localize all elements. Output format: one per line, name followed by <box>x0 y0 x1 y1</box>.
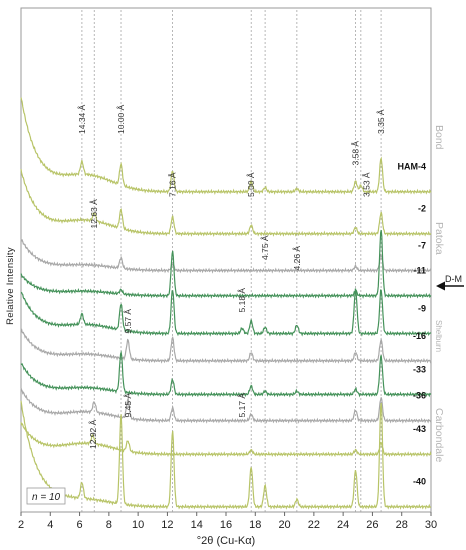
peak-label: 9.57 Å <box>123 309 133 334</box>
dm-marker: D-M <box>436 274 464 291</box>
peak-label: 4.75 Å <box>260 235 270 260</box>
peak-label: 9.45 Å <box>123 393 133 418</box>
trace-36 <box>20 387 432 424</box>
x-tick-label: 8 <box>106 519 112 531</box>
peak-label: 4.26 Å <box>292 246 302 271</box>
x-tick-label: 2 <box>18 519 24 531</box>
peak-label: 5.18 Å <box>237 288 247 313</box>
x-tick-label: 18 <box>249 519 261 531</box>
x-axis-title: °2θ (Cu-Kα) <box>197 535 255 547</box>
x-tick-label: 14 <box>191 519 203 531</box>
x-tick-label: 6 <box>77 519 83 531</box>
trace-43 <box>20 422 432 458</box>
trace-33 <box>20 350 432 398</box>
peak-label: 3.58 Å <box>351 141 361 166</box>
peak-label: 10.00 Å <box>116 104 126 134</box>
peak-guides <box>81 10 382 512</box>
sample-label: -7 <box>418 240 426 250</box>
x-axis-ticks: 2 4 6 8 10 12 14 16 18 20 22 24 26 28 30 <box>18 512 437 531</box>
x-tick-label: 26 <box>366 519 378 531</box>
sample-labels: HAM-4 -2 -7 -11 -9 -16 -33 -36 -43 -40 <box>398 162 427 487</box>
n-label: n = 10 <box>32 492 61 503</box>
trace-16 <box>20 328 432 365</box>
sample-label: -36 <box>413 391 426 401</box>
sample-label: -9 <box>418 303 426 313</box>
peak-label: 5.17 Å <box>237 393 247 418</box>
group-label-bond: Bond <box>433 125 445 150</box>
dm-arrow-head <box>436 281 445 291</box>
peak-label: 5.00 Å <box>246 172 256 197</box>
peak-label: 12.92 Å <box>88 419 98 449</box>
sample-label: -16 <box>413 331 426 341</box>
peak-label: 7.16 Å <box>168 172 178 197</box>
trace-ham4 <box>20 97 432 195</box>
y-axis-title: Relative Intensity <box>5 247 16 325</box>
group-label-carbondale: Carbondale <box>433 408 445 462</box>
dm-label: D-M <box>445 274 462 284</box>
trace-7 <box>20 238 432 274</box>
group-labels: Bond Patoka Shelburn Carbondale <box>433 125 445 462</box>
group-label-shelburn: Shelburn <box>434 320 443 352</box>
x-tick-label: 16 <box>220 519 232 531</box>
x-tick-label: 12 <box>161 519 173 531</box>
sample-label: -11 <box>413 266 426 276</box>
trace-11 <box>20 229 432 299</box>
sample-label: -33 <box>413 364 426 374</box>
diffraction-traces <box>20 97 432 510</box>
peak-label: 12.63 Å <box>89 199 99 229</box>
n-box <box>26 487 66 505</box>
x-tick-label: 22 <box>308 519 320 531</box>
x-tick-label: 20 <box>278 519 290 531</box>
sample-label: HAM-4 <box>398 162 427 172</box>
trace-40 <box>20 400 432 510</box>
sample-label: -43 <box>413 424 426 434</box>
trace-9 <box>20 288 432 337</box>
peak-label: 3.35 Å <box>376 109 386 134</box>
sample-label: -40 <box>413 477 426 487</box>
group-label-patoka: Patoka <box>433 222 445 255</box>
sample-label: -2 <box>418 204 426 214</box>
x-tick-label: 10 <box>132 519 144 531</box>
x-tick-label: 24 <box>337 519 349 531</box>
peak-labels: 14.34 Å 10.00 Å 7.16 Å 5.00 Å 4.75 Å 4.26 Å 3.… <box>77 104 386 449</box>
peak-label: 3.53 Å <box>362 172 372 197</box>
x-tick-label: 30 <box>425 519 437 531</box>
peak-label: 14.34 Å <box>77 104 87 134</box>
plot-frame <box>20 7 432 513</box>
trace-2 <box>20 168 432 237</box>
x-tick-label: 4 <box>47 519 53 531</box>
x-tick-label: 28 <box>396 519 408 531</box>
